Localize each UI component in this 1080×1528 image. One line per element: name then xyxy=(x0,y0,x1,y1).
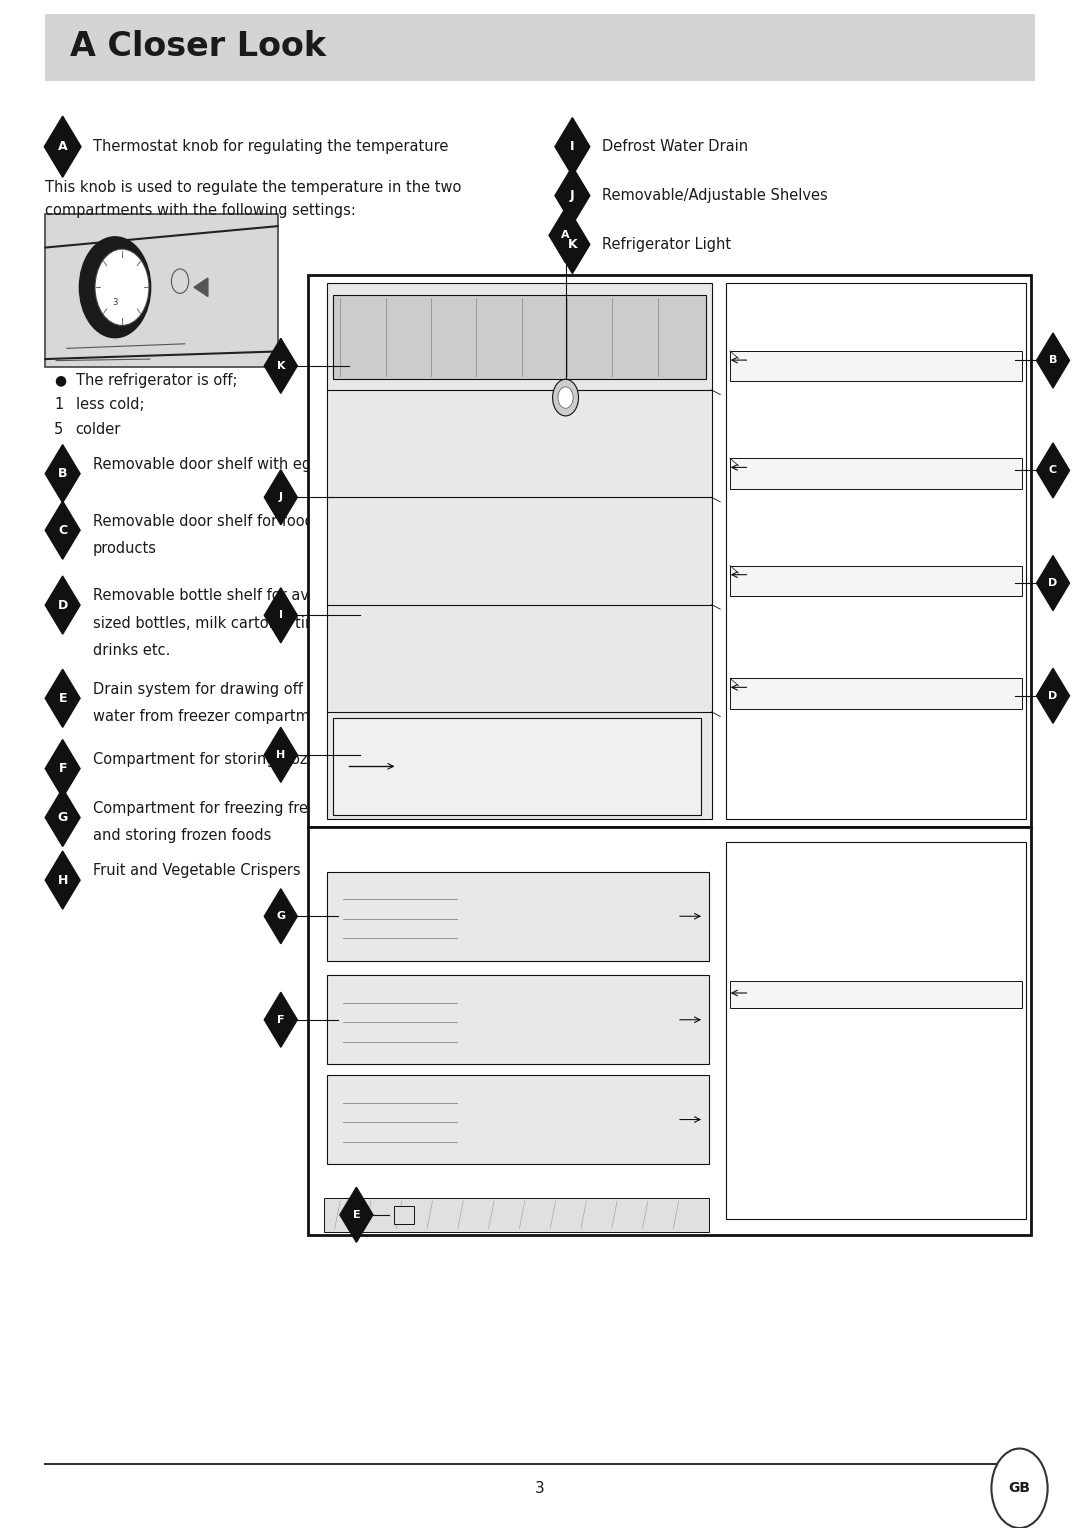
Polygon shape xyxy=(265,469,297,524)
Text: B: B xyxy=(1049,356,1057,365)
Text: D: D xyxy=(57,599,68,611)
Text: A: A xyxy=(562,231,570,240)
Text: H: H xyxy=(57,874,68,886)
Text: G: G xyxy=(57,811,68,824)
Polygon shape xyxy=(45,501,80,559)
FancyBboxPatch shape xyxy=(308,275,1031,827)
Polygon shape xyxy=(555,167,590,225)
Polygon shape xyxy=(45,445,80,503)
Polygon shape xyxy=(1037,668,1069,723)
Text: Removable bottle shelf for average-: Removable bottle shelf for average- xyxy=(93,588,356,604)
Text: D: D xyxy=(1049,578,1057,588)
Text: Thermostat knob for regulating the temperature: Thermostat knob for regulating the tempe… xyxy=(93,139,448,154)
Text: water from freezer compartment: water from freezer compartment xyxy=(93,709,334,724)
Text: G: G xyxy=(276,911,285,921)
Polygon shape xyxy=(265,992,297,1047)
Polygon shape xyxy=(549,208,582,263)
Polygon shape xyxy=(45,740,80,798)
Polygon shape xyxy=(45,576,80,634)
FancyBboxPatch shape xyxy=(730,981,1022,1008)
FancyBboxPatch shape xyxy=(730,458,1022,489)
Text: D: D xyxy=(1049,691,1057,701)
Text: E: E xyxy=(352,1210,361,1219)
Text: Refrigerator Light: Refrigerator Light xyxy=(602,237,731,252)
Circle shape xyxy=(95,249,149,325)
Text: I: I xyxy=(570,141,575,153)
FancyBboxPatch shape xyxy=(730,351,1022,382)
Polygon shape xyxy=(340,1187,373,1242)
Circle shape xyxy=(991,1449,1048,1528)
Polygon shape xyxy=(45,788,80,847)
Polygon shape xyxy=(265,889,297,944)
Circle shape xyxy=(172,269,189,293)
Text: A Closer Look: A Closer Look xyxy=(70,29,326,63)
Text: sized bottles, milk cartons, tinned: sized bottles, milk cartons, tinned xyxy=(93,616,341,631)
Text: Removable door shelf with egg: Removable door shelf with egg xyxy=(93,457,321,472)
FancyBboxPatch shape xyxy=(726,283,1026,819)
Text: K: K xyxy=(276,361,285,371)
Polygon shape xyxy=(265,727,297,782)
Text: Compartment for storing frozen foods: Compartment for storing frozen foods xyxy=(93,752,370,767)
Text: J: J xyxy=(279,492,283,503)
Text: Drain system for drawing off defrost: Drain system for drawing off defrost xyxy=(93,681,359,697)
FancyBboxPatch shape xyxy=(327,283,712,819)
Text: GB: GB xyxy=(1009,1481,1030,1496)
Text: Removable door shelf for food: Removable door shelf for food xyxy=(93,513,314,529)
Text: 5: 5 xyxy=(54,422,64,437)
Polygon shape xyxy=(555,215,590,274)
Polygon shape xyxy=(265,588,297,643)
Text: 1: 1 xyxy=(54,397,64,413)
Text: less cold;: less cold; xyxy=(76,397,144,413)
Text: F: F xyxy=(58,762,67,775)
Polygon shape xyxy=(265,338,297,393)
Text: C: C xyxy=(1049,466,1057,475)
Text: The refrigerator is off;: The refrigerator is off; xyxy=(76,373,238,388)
Text: K: K xyxy=(568,238,577,251)
Text: Compartment for freezing fresh foods: Compartment for freezing fresh foods xyxy=(93,801,369,816)
Text: A: A xyxy=(58,141,67,153)
FancyBboxPatch shape xyxy=(730,678,1022,709)
FancyBboxPatch shape xyxy=(394,1206,414,1224)
Text: I: I xyxy=(279,610,283,620)
Text: This knob is used to regulate the temperature in the two
compartments with the f: This knob is used to regulate the temper… xyxy=(45,180,462,217)
Polygon shape xyxy=(45,669,80,727)
Text: Defrost Water Drain: Defrost Water Drain xyxy=(602,139,747,154)
Text: 3: 3 xyxy=(112,298,118,307)
Polygon shape xyxy=(1037,443,1069,498)
FancyBboxPatch shape xyxy=(45,214,278,367)
Text: and storing frozen foods: and storing frozen foods xyxy=(93,828,271,843)
Text: products: products xyxy=(93,541,157,556)
Polygon shape xyxy=(194,278,207,296)
Circle shape xyxy=(553,379,579,416)
Polygon shape xyxy=(45,851,80,909)
Circle shape xyxy=(558,387,573,408)
Text: F: F xyxy=(278,1015,284,1025)
Polygon shape xyxy=(44,116,81,177)
FancyBboxPatch shape xyxy=(726,842,1026,1219)
FancyBboxPatch shape xyxy=(730,565,1022,596)
Circle shape xyxy=(80,237,151,338)
Text: Removable/Adjustable Shelves: Removable/Adjustable Shelves xyxy=(602,188,827,203)
Text: C: C xyxy=(58,524,67,536)
Text: J: J xyxy=(570,189,575,202)
FancyBboxPatch shape xyxy=(324,1198,710,1232)
Text: E: E xyxy=(58,692,67,704)
Text: ●: ● xyxy=(54,373,66,388)
Text: Fruit and Vegetable Crispers: Fruit and Vegetable Crispers xyxy=(93,863,300,879)
Polygon shape xyxy=(555,118,590,176)
Polygon shape xyxy=(1037,556,1069,611)
FancyBboxPatch shape xyxy=(45,14,1035,81)
Text: 3: 3 xyxy=(535,1481,545,1496)
FancyBboxPatch shape xyxy=(333,295,706,379)
FancyBboxPatch shape xyxy=(327,975,710,1063)
Text: H: H xyxy=(276,750,285,759)
FancyBboxPatch shape xyxy=(327,1076,710,1164)
Polygon shape xyxy=(1037,333,1069,388)
FancyBboxPatch shape xyxy=(333,718,701,814)
FancyBboxPatch shape xyxy=(327,872,710,961)
Text: colder: colder xyxy=(76,422,121,437)
FancyBboxPatch shape xyxy=(308,827,1031,1235)
Text: B: B xyxy=(58,468,67,480)
Text: drinks etc.: drinks etc. xyxy=(93,643,171,659)
